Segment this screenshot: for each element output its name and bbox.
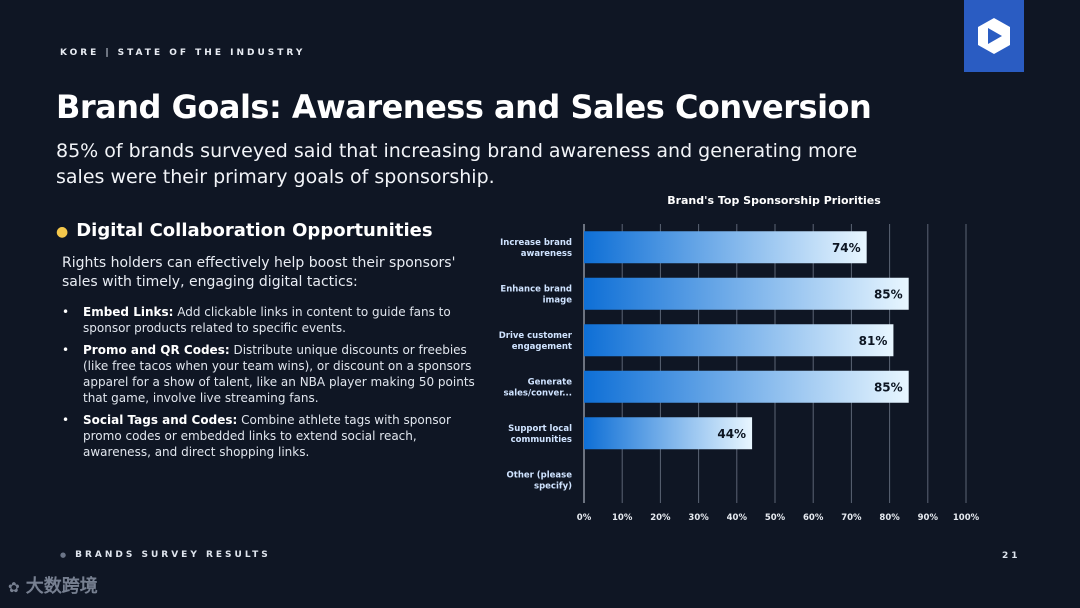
x-tick-label: 70% — [841, 513, 862, 523]
header-section: STATE OF THE INDUSTRY — [117, 48, 306, 58]
hexagon-arrow-icon — [978, 18, 1010, 54]
header-separator: | — [105, 48, 112, 58]
x-tick-label: 0% — [577, 513, 592, 523]
section-heading-text: Digital Collaboration Opportunities — [76, 220, 433, 241]
bullet-title: Embed Links: — [83, 305, 174, 319]
category-label: Generate sales/conver... — [503, 377, 572, 398]
bullet-title: Promo and QR Codes: — [83, 343, 230, 357]
list-item: • Social Tags and Codes: Combine athlete… — [62, 412, 482, 460]
x-tick-label: 50% — [765, 513, 786, 523]
chart-labels: 0% 10% 20% 30% 40% 50% 60% 70% 80% 90% 100% 74% Incr… — [499, 238, 980, 523]
footer-label: ● BRANDS SURVEY RESULTS — [60, 550, 271, 560]
page-subtitle: 85% of brands surveyed said that increas… — [56, 140, 858, 188]
bullet-text: Distribute unique discounts or freebies … — [83, 343, 475, 405]
list-item: • Promo and QR Codes: Distribute unique … — [62, 342, 482, 406]
x-tick-label: 40% — [727, 513, 748, 523]
lightbulb-icon: ● — [56, 224, 69, 240]
bar — [584, 417, 753, 450]
bar-value-label: 85% — [874, 287, 903, 301]
intro-text: Rights holders can effectively help boos… — [62, 255, 456, 290]
bullet-dot: • — [62, 413, 70, 427]
x-tick-label: 20% — [650, 513, 671, 523]
bullet-text: Add clickable links in content to guide … — [83, 305, 451, 335]
list-item: • Embed Links: Add clickable links in co… — [62, 304, 482, 336]
x-tick-label: 60% — [803, 513, 824, 523]
x-tick-label: 10% — [612, 513, 633, 523]
watermark-text: 大数跨境 — [25, 576, 98, 597]
kore-logo — [964, 0, 1024, 72]
bar-value-label: 74% — [832, 241, 861, 255]
x-tick-label: 80% — [879, 513, 900, 523]
x-tick-label: 90% — [918, 513, 939, 523]
bar — [584, 231, 867, 264]
bar-chart: 0% 10% 20% 30% 40% 50% 60% 70% 80% 90% 100% 74% Incr… — [499, 224, 980, 523]
bar-value-label: 81% — [859, 334, 888, 348]
page-title: Brand Goals: Awareness and Sales Convers… — [56, 88, 872, 126]
section-heading: ● Digital Collaboration Opportunities — [56, 220, 433, 241]
category-label: Enhance brand image — [500, 284, 572, 305]
bar — [584, 324, 894, 357]
x-tick-label: 30% — [688, 513, 709, 523]
category-label: Drive customer engagement — [499, 331, 573, 352]
brand-name: KORE — [60, 48, 100, 58]
chart-title: Brand's Top Sponsorship Priorities — [667, 194, 881, 207]
page-number: 21 — [1002, 551, 1021, 561]
bar-value-label: 44% — [717, 427, 746, 441]
category-label: Support local communities — [508, 424, 572, 445]
bullet-dot: • — [62, 305, 70, 319]
x-tick-label: 100% — [953, 513, 980, 523]
bar — [584, 370, 909, 403]
bullet-dot: • — [62, 343, 70, 357]
bar — [584, 277, 909, 310]
bar-value-label: 85% — [874, 380, 903, 394]
tactics-list: • Embed Links: Add clickable links in co… — [62, 304, 482, 466]
footer-mark-icon: ● — [60, 551, 70, 559]
category-label: Other (please specify) — [507, 470, 573, 491]
chart-grid — [583, 224, 967, 503]
watermark-logo-icon: ✿ — [8, 580, 20, 596]
watermark: ✿ 大数跨境 — [8, 572, 98, 598]
bullet-title: Social Tags and Codes: — [83, 413, 238, 427]
category-label: Increase brand awareness — [500, 238, 572, 259]
bullet-text: Combine athlete tags with sponsor promo … — [83, 413, 451, 459]
chart-bars — [584, 231, 909, 450]
top-header: KORE | STATE OF THE INDUSTRY — [60, 48, 305, 58]
footer-text: BRANDS SURVEY RESULTS — [75, 550, 271, 560]
